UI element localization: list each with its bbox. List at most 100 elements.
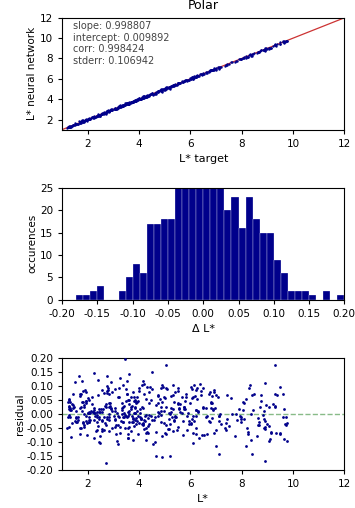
Point	[130, 98, 135, 106]
Point	[188, 420, 194, 428]
Point	[237, 55, 242, 63]
Bar	[295, 291, 302, 300]
Point	[134, 398, 140, 406]
Point	[120, 419, 125, 427]
Point	[272, 391, 278, 399]
Point	[126, 99, 132, 107]
Point	[81, 117, 87, 125]
Point	[187, 399, 193, 407]
Point	[78, 430, 83, 438]
Point	[103, 400, 109, 408]
Point	[244, 54, 249, 62]
Point	[97, 432, 102, 440]
Point	[77, 424, 83, 432]
Point	[106, 107, 112, 115]
Point	[132, 96, 138, 104]
Point	[112, 416, 118, 424]
Point	[176, 79, 182, 87]
Point	[284, 419, 290, 427]
Point	[130, 411, 135, 420]
Point	[165, 84, 170, 92]
Point	[136, 397, 141, 405]
Point	[125, 99, 131, 107]
Point	[206, 417, 212, 425]
Point	[200, 69, 206, 77]
Point	[106, 427, 111, 435]
Point	[92, 113, 98, 121]
Point	[126, 370, 132, 378]
Point	[168, 82, 174, 90]
Point	[158, 418, 163, 426]
Point	[97, 112, 103, 120]
Point	[195, 408, 201, 416]
Point	[66, 122, 71, 131]
Point	[123, 101, 129, 109]
Point	[240, 54, 245, 62]
Point	[80, 418, 86, 426]
Point	[238, 412, 244, 421]
Point	[83, 388, 89, 396]
Point	[122, 99, 128, 107]
Point	[126, 100, 132, 108]
Point	[198, 387, 203, 395]
Bar	[231, 197, 239, 300]
Point	[123, 100, 129, 108]
Point	[75, 119, 81, 128]
Point	[144, 92, 150, 101]
Point	[125, 100, 131, 108]
Point	[266, 403, 272, 411]
Point	[153, 428, 159, 436]
Point	[130, 415, 136, 423]
Point	[277, 40, 283, 48]
Point	[185, 76, 191, 84]
Point	[171, 82, 176, 90]
Point	[135, 96, 140, 104]
Point	[217, 409, 223, 418]
Point	[125, 390, 130, 398]
Point	[78, 119, 83, 127]
Point	[263, 457, 268, 465]
Point	[129, 99, 135, 107]
Point	[78, 118, 84, 126]
Point	[133, 97, 139, 105]
Point	[261, 415, 267, 423]
Point	[168, 408, 174, 417]
Point	[114, 104, 119, 112]
Point	[284, 37, 290, 45]
Point	[193, 72, 198, 80]
Point	[126, 100, 131, 108]
Point	[198, 70, 204, 78]
Point	[209, 392, 214, 400]
Point	[163, 83, 169, 91]
Point	[280, 37, 286, 45]
Point	[96, 112, 102, 120]
Point	[131, 97, 137, 105]
Point	[277, 430, 283, 438]
Point	[87, 418, 92, 426]
Point	[73, 413, 79, 421]
Point	[159, 85, 165, 93]
Point	[153, 90, 159, 98]
Point	[181, 77, 186, 85]
Point	[190, 74, 195, 82]
Point	[163, 85, 169, 93]
Point	[70, 390, 76, 398]
Point	[247, 381, 252, 389]
Point	[175, 79, 181, 87]
Point	[193, 73, 198, 81]
Point	[168, 404, 174, 412]
Point	[280, 390, 286, 398]
Point	[88, 407, 94, 415]
Point	[201, 70, 207, 78]
Point	[203, 404, 209, 412]
Point	[88, 114, 94, 122]
Point	[137, 384, 142, 392]
Point	[126, 399, 131, 407]
Point	[73, 120, 79, 128]
Point	[133, 399, 139, 407]
Point	[142, 417, 148, 425]
Title: Polar: Polar	[188, 0, 219, 13]
Point	[81, 403, 87, 411]
Point	[125, 100, 131, 108]
Point	[183, 393, 189, 401]
